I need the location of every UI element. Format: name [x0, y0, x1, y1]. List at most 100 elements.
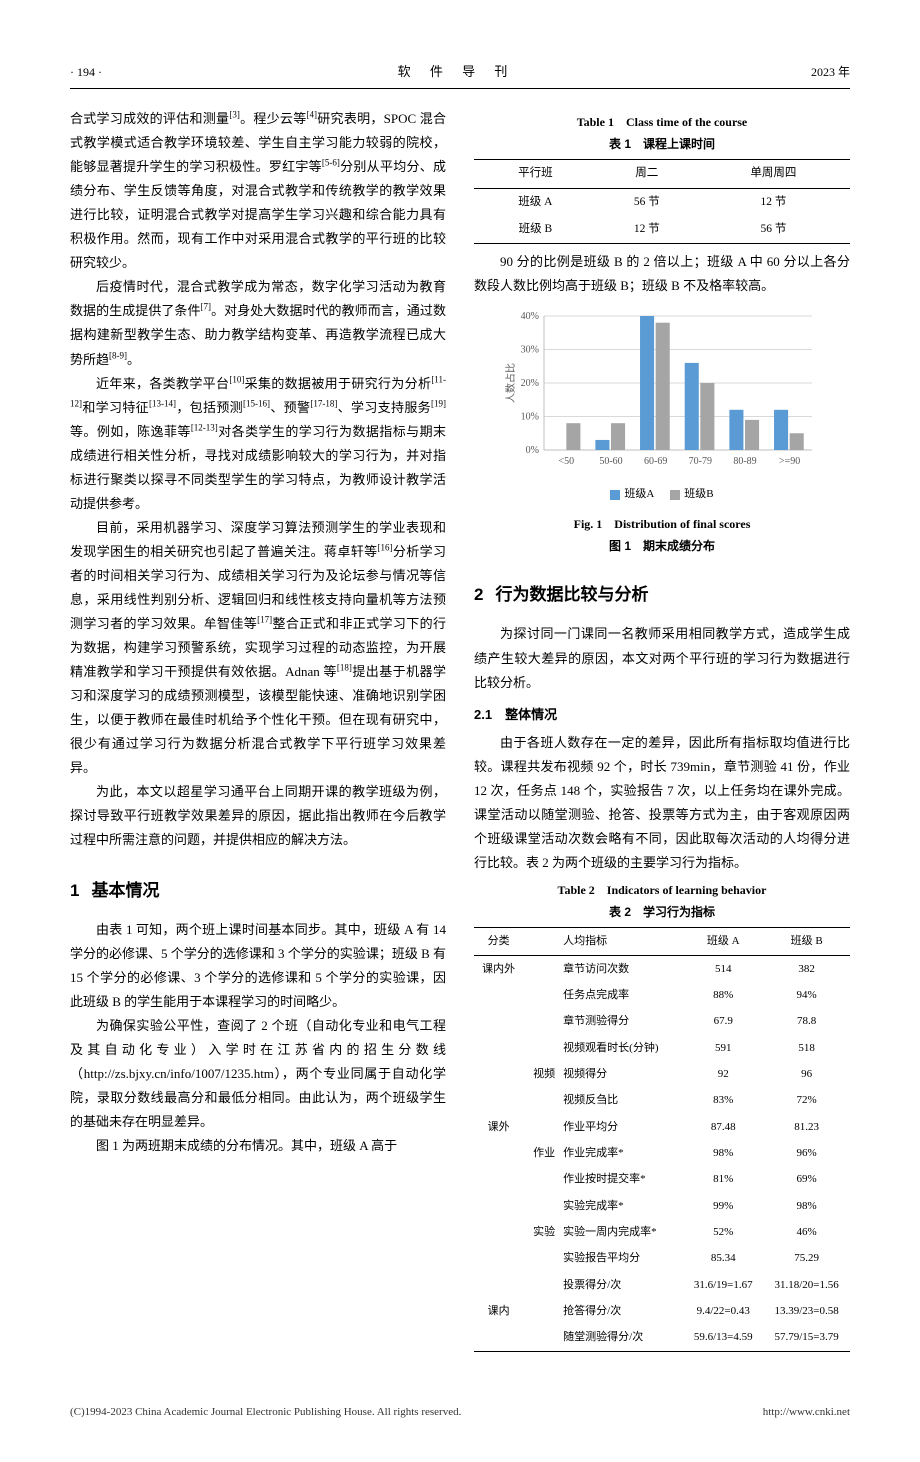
table-header-cell: 班级 A — [683, 928, 763, 955]
table-cell: 518 — [763, 1035, 850, 1061]
table-cell: 98% — [763, 1193, 850, 1219]
table-cell: 57.79/15=3.79 — [763, 1324, 850, 1351]
table-cell: 67.9 — [683, 1008, 763, 1034]
fig1-caption-en: Fig. 1 Distribution of final scores — [474, 513, 850, 535]
right-column: Table 1 Class time of the course 表 1 课程上… — [474, 107, 850, 1352]
svg-text:50-60: 50-60 — [599, 456, 622, 467]
body-paragraph: 为确保实验公平性，查阅了 2 个班（自动化专业和电气工程及其自动化专业）入学时在… — [70, 1014, 446, 1134]
table-header-cell: 周二 — [597, 160, 697, 188]
table-cell: 班级 B — [474, 216, 597, 244]
left-column: 合式学习成效的评估和测量[3]。程少云等[4]研究表明，SPOC 混合式教学模式… — [70, 107, 446, 1352]
table-cell: 作业按时提交率* — [559, 1166, 683, 1192]
table-row: 投票得分/次31.6/19=1.6731.18/20=1.56 — [474, 1272, 850, 1298]
table-cell: 实验 — [523, 1219, 559, 1245]
table-row: 课外作业平均分87.4881.23 — [474, 1114, 850, 1140]
svg-text:30%: 30% — [521, 345, 539, 356]
table-cell: 视频反刍比 — [559, 1087, 683, 1113]
table-cell: 56 节 — [597, 188, 697, 216]
table-cell — [474, 1087, 523, 1113]
svg-text:60-69: 60-69 — [644, 456, 667, 467]
two-column-layout: 合式学习成效的评估和测量[3]。程少云等[4]研究表明，SPOC 混合式教学模式… — [70, 107, 850, 1352]
table-row: 班级 A56 节12 节 — [474, 188, 850, 216]
page-number: · 194 · — [70, 61, 102, 83]
legend-item-b: 班级B — [670, 484, 713, 504]
table-cell: 88% — [683, 982, 763, 1008]
table-cell: 课内 — [474, 1298, 523, 1324]
svg-text:70-79: 70-79 — [689, 456, 712, 467]
table-cell: 52% — [683, 1219, 763, 1245]
table1: 平行班周二单周周四 班级 A56 节12 节班级 B 12 节56 节 — [474, 159, 850, 244]
legend-item-a: 班级A — [610, 484, 654, 504]
right-para-1: 90 分的比例是班级 B 的 2 倍以上；班级 A 中 60 分以上各分数段人数… — [474, 250, 850, 298]
table-row: 实验实验一周内完成率*52%46% — [474, 1219, 850, 1245]
table-cell — [523, 1008, 559, 1034]
table-cell: 视频得分 — [559, 1061, 683, 1087]
svg-text:人数占比: 人数占比 — [504, 363, 517, 403]
table-header-cell — [523, 928, 559, 955]
table-cell: 实验一周内完成率* — [559, 1219, 683, 1245]
svg-text:<50: <50 — [559, 456, 575, 467]
table-cell: 87.48 — [683, 1114, 763, 1140]
footer-copyright: (C)1994-2023 China Academic Journal Elec… — [70, 1402, 461, 1422]
table-cell — [523, 1035, 559, 1061]
svg-text:10%: 10% — [521, 412, 539, 423]
table-row: 章节测验得分67.978.8 — [474, 1008, 850, 1034]
table-header-cell: 平行班 — [474, 160, 597, 188]
table2-caption-cn: 表 2 学习行为指标 — [474, 901, 850, 923]
table-cell: 13.39/23=0.58 — [763, 1298, 850, 1324]
table-cell: 班级 A — [474, 188, 597, 216]
table-cell — [474, 982, 523, 1008]
table-row: 随堂测验得分/次59.6/13=4.5957.79/15=3.79 — [474, 1324, 850, 1351]
table-cell — [474, 1324, 523, 1351]
table-cell: 56 节 — [697, 216, 850, 244]
table2: 分类人均指标班级 A班级 B 课内外章节访问次数514382任务点完成率88%9… — [474, 927, 850, 1352]
table-cell — [523, 1272, 559, 1298]
table-header-cell: 人均指标 — [559, 928, 683, 955]
table-cell — [523, 1114, 559, 1140]
table-cell: 视频 — [523, 1061, 559, 1087]
svg-text:40%: 40% — [521, 311, 539, 322]
table-cell: 12 节 — [697, 188, 850, 216]
body-paragraph: 由表 1 可知，两个班上课时间基本同步。其中，班级 A 有 14 学分的必修课、… — [70, 918, 446, 1014]
body-paragraph: 后疫情时代，混合式教学成为常态，数字化学习活动为教育数据的生成提供了条件[7]。… — [70, 275, 446, 371]
table-header-cell: 班级 B — [763, 928, 850, 955]
table2-caption-en: Table 2 Indicators of learning behavior — [474, 879, 850, 901]
body-paragraph: 合式学习成效的评估和测量[3]。程少云等[4]研究表明，SPOC 混合式教学模式… — [70, 107, 446, 275]
table-cell: 31.18/20=1.56 — [763, 1272, 850, 1298]
table-cell — [474, 1245, 523, 1271]
table-row: 作业按时提交率*81%69% — [474, 1166, 850, 1192]
table-row: 视频反刍比83%72% — [474, 1087, 850, 1113]
table-cell: 课外 — [474, 1114, 523, 1140]
table-cell: 59.6/13=4.59 — [683, 1324, 763, 1351]
svg-text:0%: 0% — [526, 445, 539, 456]
table-cell — [523, 1245, 559, 1271]
table-cell — [523, 1324, 559, 1351]
table-cell: 46% — [763, 1219, 850, 1245]
table-row: 作业作业完成率*98%96% — [474, 1140, 850, 1166]
table-cell: 31.6/19=1.67 — [683, 1272, 763, 1298]
table-cell — [523, 1298, 559, 1324]
table-row: 课内外章节访问次数514382 — [474, 955, 850, 982]
table-cell — [474, 1061, 523, 1087]
table-cell: 随堂测验得分/次 — [559, 1324, 683, 1351]
table-cell: 92 — [683, 1061, 763, 1087]
table-row: 实验报告平均分85.3475.29 — [474, 1245, 850, 1271]
table-cell: 83% — [683, 1087, 763, 1113]
table-cell: 75.29 — [763, 1245, 850, 1271]
table-cell — [523, 1087, 559, 1113]
table-cell: 任务点完成率 — [559, 982, 683, 1008]
table-cell: 实验完成率* — [559, 1193, 683, 1219]
fig1-caption-cn: 图 1 期末成绩分布 — [474, 535, 850, 557]
table-cell — [523, 1193, 559, 1219]
table-header-cell: 单周周四 — [697, 160, 850, 188]
table1-caption-cn: 表 1 课程上课时间 — [474, 133, 850, 155]
table-row: 实验完成率*99%98% — [474, 1193, 850, 1219]
table-cell: 96% — [763, 1140, 850, 1166]
table-row: 任务点完成率88%94% — [474, 982, 850, 1008]
table-row: 课内抢答得分/次9.4/22=0.4313.39/23=0.58 — [474, 1298, 850, 1324]
section-1-title: 基本情况 — [91, 881, 159, 900]
table-cell: 591 — [683, 1035, 763, 1061]
table-row: 视频视频得分9296 — [474, 1061, 850, 1087]
section-2-heading: 2行为数据比较与分析 — [474, 579, 850, 610]
table-cell — [474, 1008, 523, 1034]
